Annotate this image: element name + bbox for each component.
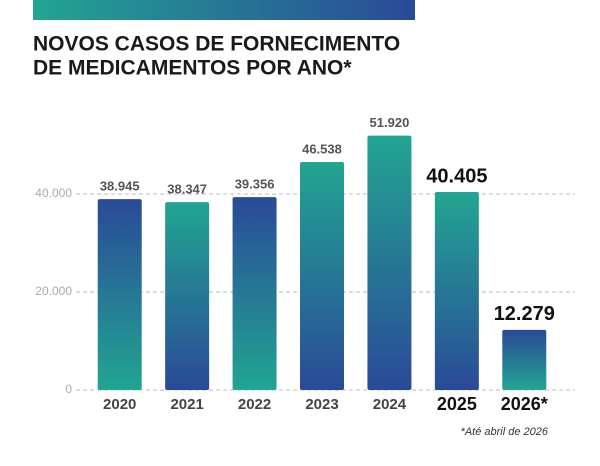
x-tick-label: 2022 [238,396,271,413]
x-tick-label: 2023 [305,396,338,413]
value-label: 39.356 [235,177,275,192]
y-tick-label: 20.000 [35,284,72,298]
value-label: 46.538 [302,141,342,156]
x-tick-label: 2020 [103,396,136,413]
bar [97,199,142,390]
bar [232,197,277,390]
value-label: 38.945 [100,179,140,194]
bar [434,192,479,390]
x-tick-label: 2026* [501,394,548,414]
footnote: *Até abril de 2026 [461,426,549,438]
chart-title: NOVOS CASOS DE FORNECIMENTO [33,33,400,56]
value-label: 40.405 [426,165,487,187]
chart-title: DE MEDICAMENTOS POR ANO* [33,57,352,80]
value-label: 51.920 [370,115,410,130]
bar [165,202,210,390]
value-label: 12.279 [494,303,555,325]
y-tick-label: 40.000 [35,186,72,200]
x-tick-label: 2025 [437,394,477,414]
x-tick-label: 2024 [373,396,407,413]
bar [502,329,547,390]
bar [367,135,412,390]
y-tick-label: 0 [65,382,72,396]
value-label: 38.347 [167,182,207,197]
x-tick-label: 2021 [170,396,203,413]
header-band [33,0,415,20]
bar [300,161,344,390]
